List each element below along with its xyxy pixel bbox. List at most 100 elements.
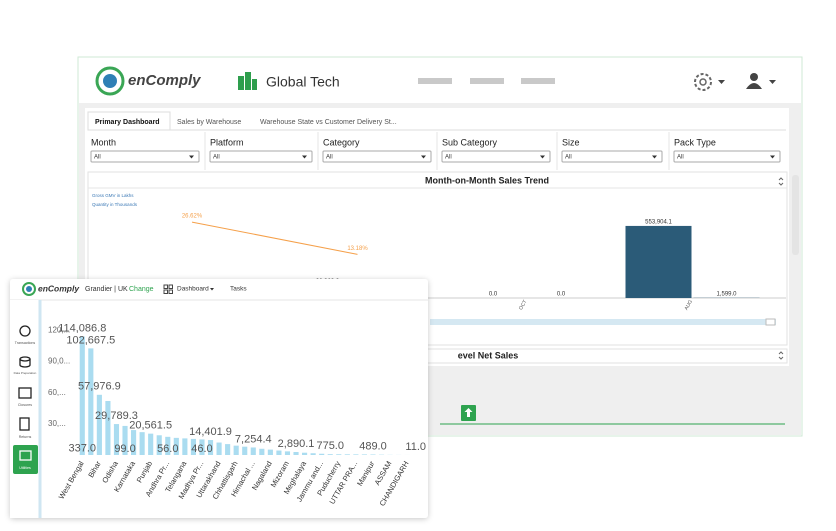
filter-select[interactable] (90, 150, 200, 163)
caret (210, 288, 214, 291)
nav-label[interactable]: Returns (19, 435, 32, 439)
grid-icon (163, 284, 173, 294)
sidebar (10, 300, 39, 518)
bar (370, 454, 376, 455)
nav-label[interactable]: Utilities (19, 466, 31, 470)
filter-label: Sub Category (442, 137, 498, 147)
nav-placeholder[interactable] (521, 78, 555, 84)
data-label: 14,401.9 (189, 426, 232, 438)
bar (276, 450, 282, 455)
bar (190, 438, 196, 455)
bar (79, 336, 85, 455)
data-label: 99.0 (114, 443, 135, 455)
scrollbar[interactable] (792, 175, 799, 255)
filter-label: Category (323, 137, 360, 147)
tab[interactable]: Primary Dashboard (95, 119, 160, 126)
data-label: 26.62% (182, 214, 203, 220)
y-tick-label: 90,0... (48, 357, 70, 366)
legend-entry: Quantity in Thousands (92, 202, 138, 207)
data-label: 553,904.1 (645, 220, 672, 226)
data-label: 337.0 (69, 443, 97, 455)
x-tick-label: AUG (683, 299, 694, 311)
bar (182, 438, 188, 455)
nav-icon[interactable] (18, 387, 32, 399)
change-link[interactable]: Change (129, 286, 154, 293)
filter-label: Platform (210, 137, 244, 147)
bar (207, 440, 214, 455)
filter-select[interactable] (441, 150, 551, 163)
bar (327, 454, 333, 455)
bar (625, 225, 692, 298)
bar (156, 435, 162, 455)
nav-placeholder[interactable] (418, 78, 452, 84)
y-tick-label: 60,... (48, 388, 66, 397)
filter-select[interactable] (561, 150, 663, 163)
menu-item[interactable]: Tasks (230, 286, 247, 293)
bar (148, 433, 154, 455)
tab[interactable]: Sales by Warehouse (177, 119, 241, 126)
nav-icon[interactable] (19, 450, 32, 461)
caret (302, 155, 307, 159)
panel-menu[interactable] (778, 351, 784, 360)
bar (259, 448, 265, 455)
filter-value: All (565, 155, 572, 161)
h-scroll-thumb[interactable] (765, 318, 776, 326)
trend-line (191, 221, 358, 255)
bar (96, 394, 102, 455)
filter-select[interactable] (673, 150, 781, 163)
data-label: 46.0 (191, 443, 212, 455)
arrow-icon (464, 408, 473, 417)
x-tick-label: OCT (518, 299, 528, 311)
data-label: 489.0 (359, 440, 387, 452)
nav-icon[interactable] (19, 417, 30, 431)
filter-value: All (677, 155, 684, 161)
user-icon[interactable] (750, 73, 758, 81)
nav-label[interactable]: Data Preparation (14, 371, 37, 375)
logo (95, 66, 125, 96)
data-label: 0.0 (557, 292, 566, 298)
bar (122, 425, 128, 455)
settings-icon-core (699, 78, 707, 86)
filter-value: All (213, 155, 220, 161)
logo-core (103, 74, 117, 88)
bar (233, 445, 239, 455)
panel-menu[interactable] (778, 177, 784, 186)
bar (267, 449, 273, 455)
filter-label: Size (562, 137, 580, 147)
h-scrollbar[interactable] (430, 319, 776, 325)
nav-icon-body (19, 359, 31, 368)
data-label: 56.0 (157, 443, 178, 455)
y-tick-label: 120,... (48, 325, 70, 334)
bar (216, 442, 222, 455)
filter-select[interactable] (209, 150, 313, 163)
bar (353, 454, 359, 455)
brand: enComply (128, 72, 201, 89)
filter-select[interactable] (322, 150, 432, 163)
data-label: 57,976.9 (78, 381, 121, 393)
bar (139, 432, 145, 455)
nav-icon[interactable] (19, 325, 31, 337)
data-label: 29,789.3 (95, 410, 138, 422)
tab[interactable]: Warehouse State vs Customer Delivery St.… (260, 119, 397, 126)
tab-active[interactable] (87, 111, 171, 131)
nav-label[interactable]: Transactions (15, 341, 36, 345)
company: Global Tech (266, 74, 340, 90)
bar (105, 401, 111, 455)
caret (421, 155, 426, 159)
settings-icon[interactable] (694, 73, 712, 91)
bar (361, 454, 367, 455)
data-label: 775.0 (316, 440, 344, 452)
bar (302, 452, 308, 455)
bar (336, 454, 342, 455)
bar (319, 453, 325, 455)
nav-placeholder[interactable] (470, 78, 504, 84)
bar (199, 439, 205, 455)
bar (173, 437, 179, 455)
bar (344, 454, 350, 455)
menu-item[interactable]: Dashboard (177, 286, 209, 293)
window-frame (10, 279, 428, 518)
nav-label[interactable]: Closures (18, 403, 32, 407)
caret (652, 155, 657, 159)
bar (310, 453, 316, 455)
